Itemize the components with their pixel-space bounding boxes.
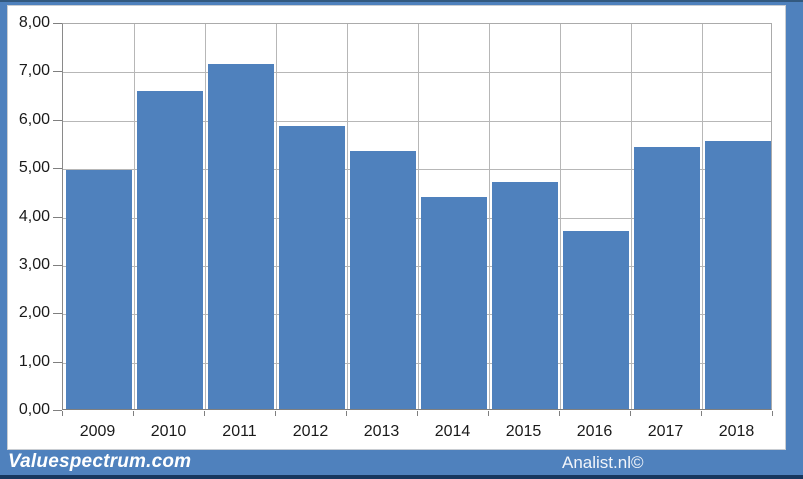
source-credit: Analist.nl© <box>562 453 644 472</box>
x-axis-label: 2011 <box>222 423 257 440</box>
h-gridline <box>63 72 771 74</box>
x-axis-label: 2017 <box>647 423 684 440</box>
x-axis-tick <box>62 411 63 416</box>
x-axis-label: 2012 <box>292 423 329 440</box>
h-gridline <box>63 217 771 219</box>
x-axis-tick <box>772 411 773 416</box>
bar-2018 <box>704 140 771 409</box>
y-axis-tick <box>53 361 62 363</box>
v-gridline <box>347 24 348 409</box>
bar-2017 <box>633 147 700 409</box>
x-axis-tick <box>346 411 347 416</box>
x-axis-tick <box>133 411 134 416</box>
y-axis-tick <box>53 410 62 411</box>
v-gridline <box>418 24 419 409</box>
y-axis-label: 7,00 <box>18 62 50 80</box>
h-gridline <box>63 265 771 267</box>
frame-top-edge <box>0 0 803 2</box>
y-axis-label: 4,00 <box>18 207 50 225</box>
x-axis-tick <box>559 411 560 416</box>
h-gridline <box>63 120 771 122</box>
x-axis-label: 2015 <box>505 423 542 440</box>
bar-2015 <box>491 181 558 409</box>
bar-2014 <box>420 197 487 409</box>
h-gridline <box>63 362 771 364</box>
frame-bottom-edge <box>0 475 803 479</box>
x-axis-tick <box>701 411 702 416</box>
x-axis-tick <box>275 411 276 416</box>
y-axis-tick <box>53 23 62 24</box>
v-gridline <box>560 24 561 409</box>
v-gridline <box>702 24 703 409</box>
y-axis-label: 3,00 <box>18 255 50 273</box>
y-axis-tick <box>53 313 62 315</box>
h-gridline <box>63 314 771 316</box>
x-axis-label: 2010 <box>150 423 187 440</box>
bar-2013 <box>349 150 416 409</box>
brand-watermark: Valuespectrum.com <box>8 451 192 472</box>
v-gridline <box>205 24 206 409</box>
x-axis-label: 2016 <box>576 423 613 440</box>
footer: Valuespectrum.com Analist.nl© <box>0 450 803 475</box>
y-axis-label: 6,00 <box>18 110 50 128</box>
y-axis-tick <box>53 264 62 266</box>
x-axis-tick <box>488 411 489 416</box>
v-gridline <box>134 24 135 409</box>
x-axis-label: 2018 <box>718 423 755 440</box>
x-axis-label: 2014 <box>434 423 471 440</box>
y-axis-tick <box>53 71 62 73</box>
plot-area <box>62 23 772 410</box>
y-axis-label: 8,00 <box>18 14 50 31</box>
x-axis-tick <box>204 411 205 416</box>
v-gridline <box>489 24 490 409</box>
h-gridline <box>63 169 771 171</box>
y-axis-tick <box>53 168 62 170</box>
y-axis-label: 2,00 <box>18 304 50 322</box>
bar-2016 <box>562 230 629 409</box>
bar-2010 <box>136 91 203 409</box>
x-axis-label: 2009 <box>79 423 116 440</box>
y-axis-tick <box>53 216 62 218</box>
y-axis-tick <box>53 119 62 121</box>
x-axis-tick <box>417 411 418 416</box>
x-axis-label: 2013 <box>363 423 400 440</box>
x-axis-tick <box>630 411 631 416</box>
bar-2011 <box>207 63 274 409</box>
v-gridline <box>631 24 632 409</box>
y-axis-label: 1,00 <box>18 352 50 370</box>
y-axis-label: 5,00 <box>18 159 50 177</box>
bar-2009 <box>65 169 132 409</box>
v-gridline <box>276 24 277 409</box>
y-axis-label: 0,00 <box>18 401 50 418</box>
bar-2012 <box>278 126 345 409</box>
